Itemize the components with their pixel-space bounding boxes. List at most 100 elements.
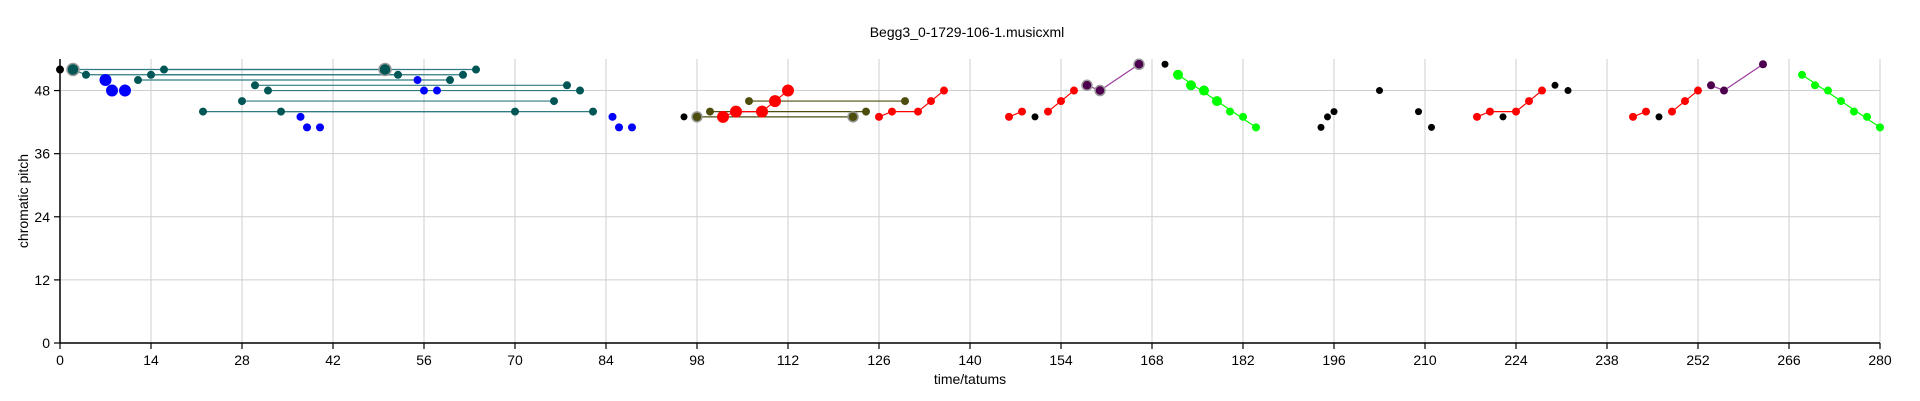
- note-point: [1811, 81, 1819, 90]
- note-point: [1415, 108, 1422, 116]
- x-tick-label: 182: [1231, 352, 1255, 368]
- note-point: [1070, 86, 1078, 95]
- note-point: [1837, 97, 1845, 106]
- x-tick-label: 252: [1686, 352, 1710, 368]
- note-point: [1018, 107, 1026, 116]
- note-point: [1044, 107, 1052, 116]
- note-point: [769, 95, 781, 108]
- note-point: [1161, 60, 1169, 68]
- note-point: [199, 107, 207, 116]
- note-point: [1252, 123, 1260, 132]
- x-tick-label: 140: [958, 352, 982, 368]
- x-axis-title: time/tatums: [934, 371, 1006, 387]
- note-point: [378, 62, 392, 77]
- note-point: [303, 123, 311, 132]
- note-point: [160, 65, 168, 74]
- note-point: [1824, 86, 1832, 95]
- note-point: [147, 70, 155, 79]
- note-point: [1226, 107, 1234, 116]
- note-point: [717, 110, 729, 123]
- y-tick-label: 24: [34, 209, 50, 225]
- note-point: [1551, 81, 1559, 89]
- note-point: [1707, 81, 1715, 90]
- note-link: [1099, 63, 1140, 92]
- note-point: [433, 86, 441, 95]
- note-point: [550, 97, 558, 106]
- x-tick-label: 112: [777, 352, 800, 368]
- note-point: [782, 84, 794, 97]
- note-point: [296, 112, 305, 121]
- note-point: [589, 107, 597, 116]
- chart-title: Begg3_0-1729-106-1.musicxml: [870, 24, 1065, 40]
- note-point: [66, 62, 80, 77]
- note-point: [576, 86, 584, 95]
- note-point: [1081, 79, 1093, 92]
- y-tick-label: 0: [42, 335, 50, 351]
- note-point: [680, 113, 688, 121]
- note-point: [1655, 113, 1663, 121]
- note-point: [1538, 86, 1546, 95]
- x-tick-label: 266: [1777, 352, 1801, 368]
- note-point: [730, 105, 742, 118]
- ticks: 0 14 28 42 56 70 84 98 112 126 140 154 168 182 196 210 2…: [34, 83, 1891, 368]
- x-tick-label: 238: [1595, 352, 1619, 368]
- x-tick-label: 14: [143, 352, 159, 368]
- x-tick-label: 0: [56, 352, 64, 368]
- note-links: [72, 63, 1881, 128]
- note-point: [847, 111, 859, 123]
- note-point: [1057, 97, 1065, 106]
- note-point: [1512, 107, 1520, 116]
- x-tick-label: 280: [1868, 352, 1892, 368]
- note-point: [1186, 80, 1196, 91]
- note-point: [1863, 112, 1871, 121]
- note-point: [745, 97, 753, 106]
- x-tick-label: 84: [598, 352, 614, 368]
- y-tick-label: 36: [34, 146, 50, 162]
- note-point: [238, 97, 246, 106]
- x-tick-label: 126: [867, 352, 891, 368]
- note-point: [316, 123, 324, 132]
- note-point: [420, 86, 428, 95]
- note-point: [875, 112, 883, 121]
- note-point: [1199, 85, 1209, 96]
- note-point: [277, 107, 285, 116]
- note-point: [563, 81, 571, 90]
- note-point: [1629, 112, 1637, 121]
- note-point: [1499, 113, 1507, 121]
- note-point: [1681, 97, 1689, 106]
- x-tick-label: 42: [325, 352, 341, 368]
- note-point: [1428, 123, 1435, 131]
- note-point: [888, 107, 896, 116]
- note-point: [394, 70, 402, 79]
- note-point: [1850, 107, 1858, 116]
- note-point: [628, 123, 636, 132]
- note-point: [914, 107, 922, 116]
- note-point: [1133, 58, 1145, 71]
- note-point: [459, 70, 467, 79]
- note-point: [1876, 123, 1884, 132]
- note-point: [1173, 69, 1183, 80]
- x-tick-label: 70: [507, 352, 523, 368]
- note-point: [1694, 86, 1702, 95]
- note-point: [1525, 97, 1533, 106]
- note-point: [1212, 96, 1222, 107]
- x-tick-label: 224: [1504, 352, 1528, 368]
- note-point: [1330, 108, 1338, 116]
- x-tick-label: 154: [1049, 352, 1073, 368]
- note-point: [1486, 107, 1494, 116]
- note-point: [99, 74, 112, 87]
- x-tick-label: 98: [689, 352, 705, 368]
- note-point: [1031, 113, 1039, 121]
- note-point: [413, 76, 422, 85]
- x-tick-label: 56: [416, 352, 432, 368]
- note-point: [706, 107, 714, 116]
- note-point: [691, 111, 703, 123]
- note-points: [56, 58, 1884, 132]
- x-tick-label: 28: [234, 352, 250, 368]
- x-tick-label: 210: [1413, 352, 1437, 368]
- note-point: [264, 86, 272, 95]
- note-point: [119, 84, 131, 97]
- note-point: [862, 107, 870, 116]
- note-point: [1094, 84, 1106, 97]
